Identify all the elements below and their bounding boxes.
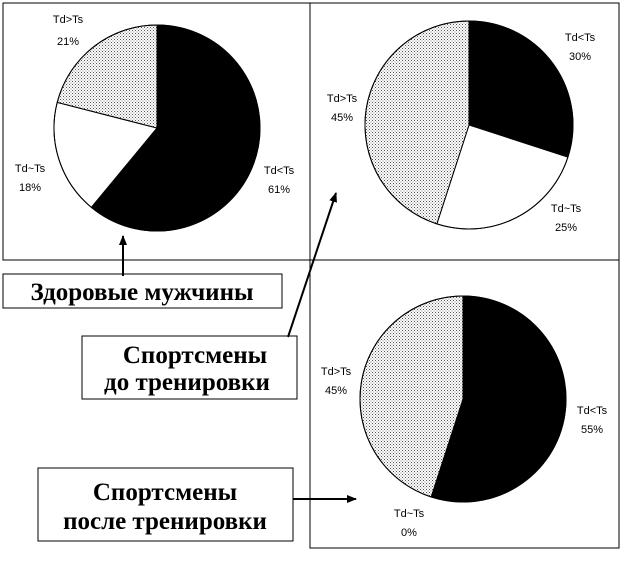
slice-label: Td<Ts (565, 32, 596, 44)
callout-after-line2: после тренировки (63, 508, 267, 535)
slice-label: Td~Ts (551, 203, 582, 215)
arrow-before (287, 192, 337, 338)
callout-before-line1: Спортсмены (123, 342, 267, 369)
pie-chart-after (359, 295, 567, 503)
pie-outline-after (359, 295, 567, 503)
panel-after-frame (309, 259, 620, 549)
slice-percent: 55% (581, 424, 603, 436)
slice-label: Td<Ts (577, 405, 608, 417)
callout-healthy-box (2, 273, 283, 309)
slice-label: Td<Ts (264, 165, 295, 177)
labels-before: Td<Ts 30% Td>Ts 45% Td~Ts 25% (327, 32, 596, 234)
callout-after-line1: Спортсмены (93, 479, 237, 506)
slice-percent: 18% (19, 182, 41, 194)
slice-label: Td>Ts (327, 93, 358, 105)
slice-percent: 25% (555, 222, 577, 234)
slice-percent: 21% (57, 36, 79, 48)
slice-label: Td>Ts (321, 366, 352, 378)
callout-after: Спортсмены после тренировки (37, 467, 294, 542)
slice-label: Td~Ts (15, 163, 46, 175)
slice-percent: 45% (325, 385, 347, 397)
slice-label: Td~Ts (394, 508, 425, 520)
slice-percent: 0% (401, 527, 417, 539)
labels-after: Td>Ts 45% Td<Ts 55% Td~Ts 0% (321, 366, 608, 539)
pie-chart-before (364, 20, 574, 230)
pie-outline-before (364, 20, 574, 230)
pie-chart-healthy (53, 24, 261, 232)
callout-healthy: Здоровые мужчины (2, 273, 283, 309)
slice-percent: 45% (331, 112, 353, 124)
pie-outline-healthy (53, 24, 261, 232)
slice-percent: 30% (569, 51, 591, 63)
callout-healthy-text: Здоровые мужчины (31, 279, 254, 306)
callout-after-box (37, 467, 294, 542)
labels-healthy: Td>Ts 21% Td~Ts 18% Td<Ts 61% (15, 14, 295, 196)
callout-before-line2: до тренировки (104, 369, 270, 396)
callout-before: Спортсмены до тренировки (81, 335, 298, 400)
slice-label: Td>Ts (53, 14, 84, 26)
slice-percent: 61% (268, 184, 290, 196)
callout-before-box (81, 335, 298, 400)
